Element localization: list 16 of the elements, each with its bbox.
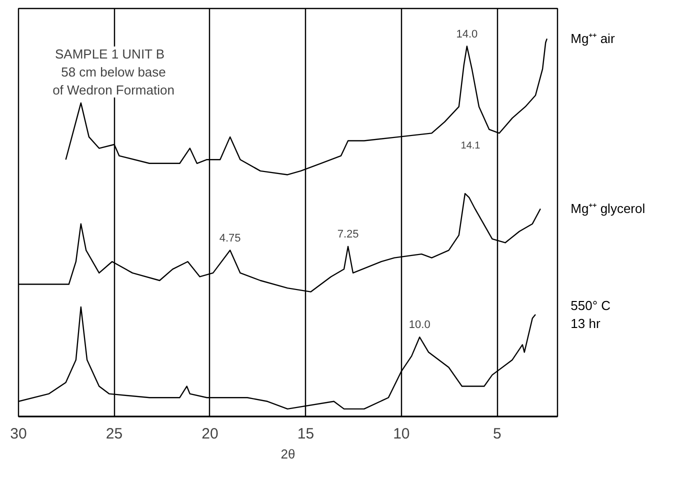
x-axis-title: 2θ xyxy=(280,446,296,462)
x-tick-label: 10 xyxy=(393,426,410,442)
x-tick-label: 15 xyxy=(297,426,314,442)
text: 550° C 13 hr xyxy=(570,298,611,331)
annotation: 4.75 xyxy=(219,232,241,244)
annotation: 14.1 xyxy=(460,140,481,152)
x-tick-label: 20 xyxy=(202,426,218,442)
series-label: Mg⁺⁺ air xyxy=(570,31,616,46)
x-tick-label: 30 xyxy=(10,426,27,442)
x-tick-label: 5 xyxy=(493,426,502,442)
annotation: 14.0 xyxy=(456,28,478,40)
x-tick-label: 25 xyxy=(106,426,123,442)
text: Mg⁺⁺ glycerol xyxy=(570,201,646,216)
annotation: 7.25 xyxy=(337,228,359,240)
annotation: 10.0 xyxy=(408,319,430,332)
annotation: SAMPLE 1 UNIT B 58 cm below base of Wedron Formation xyxy=(52,46,174,98)
